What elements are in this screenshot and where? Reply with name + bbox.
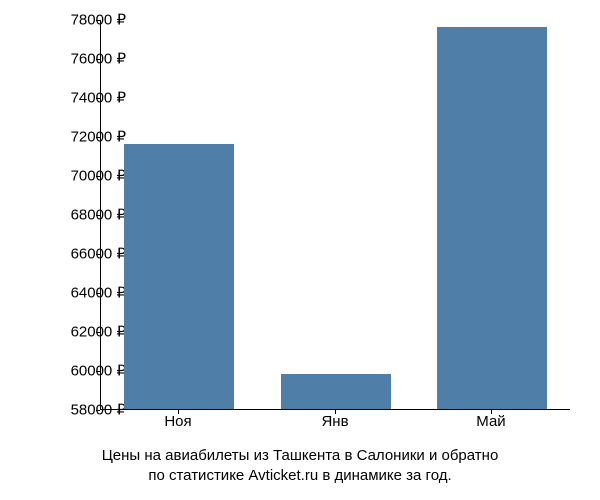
bar-jan	[281, 374, 391, 409]
x-tick-label: Янв	[321, 414, 348, 429]
bar-nov	[124, 144, 234, 409]
y-tick-mark	[96, 410, 100, 411]
caption-line-1: Цены на авиабилеты из Ташкента в Салоник…	[0, 446, 600, 466]
x-tick-label: Ноя	[164, 414, 191, 429]
plot-area	[100, 20, 570, 410]
bar-may	[437, 27, 547, 409]
price-chart: 58000 ₽ 60000 ₽ 62000 ₽ 64000 ₽ 66000 ₽ …	[0, 0, 600, 500]
x-tick-label: Май	[476, 414, 505, 429]
caption-line-2: по статистике Avticket.ru в динамике за …	[0, 466, 600, 486]
chart-caption: Цены на авиабилеты из Ташкента в Салоник…	[0, 446, 600, 487]
